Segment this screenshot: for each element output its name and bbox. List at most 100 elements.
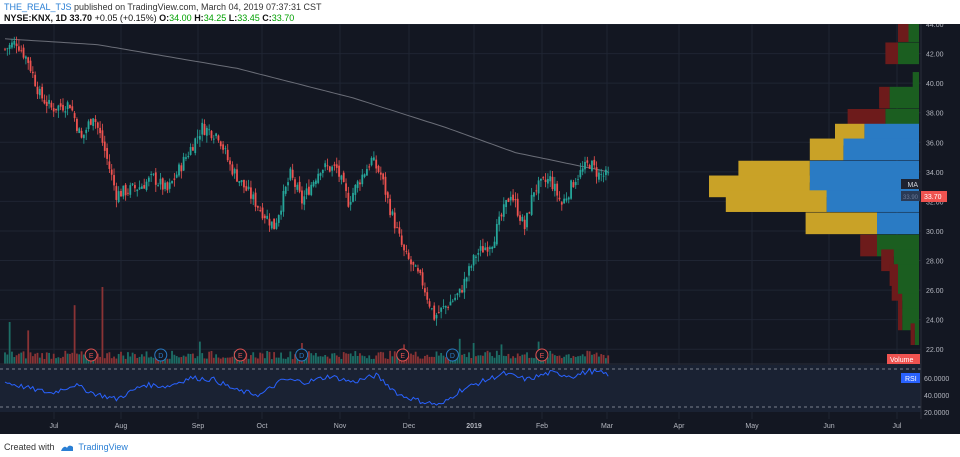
open-value: 34.00 [169,13,192,23]
earnings-marker[interactable] [396,348,410,362]
volume-bar [516,353,519,364]
time-tick-label: Jul [50,423,59,430]
candle-body [140,186,143,189]
volume-bar [607,355,610,364]
candle-body [389,198,392,216]
candle-body [593,159,596,166]
chart-header: THE_REAL_TJS published on TradingView.co… [0,0,960,24]
volume-bar [488,352,491,364]
candle-body [502,204,505,217]
volume-profile-up-bar [898,293,903,316]
volume-bar [326,356,329,364]
candle-body [342,172,345,183]
candle-body [475,256,477,258]
volume-bar [38,357,41,364]
time-tick-label: 2019 [466,423,482,430]
earnings-marker[interactable] [84,348,98,362]
volume-bar [129,356,132,364]
candle-body [382,173,385,180]
volume-bar [189,354,192,364]
candle-body [18,46,20,51]
candle-body [305,188,308,195]
symbol-name: NYSE:KNX, 1D [4,13,68,23]
rsi-tick-label: 20.0000 [924,410,949,417]
volume-bar [127,352,129,364]
candle-body [588,165,591,169]
volume-bar [41,353,44,364]
volume-bar [18,353,20,364]
candle-body [407,252,410,259]
volume-bar [96,353,99,364]
candle-body [13,40,16,45]
volume-bar [282,358,285,364]
volume-bar [182,355,185,364]
candle-body [509,196,512,201]
volume-bar [196,356,199,364]
candle-body [45,101,48,106]
volume-bar [574,356,577,364]
publish-line: THE_REAL_TJS published on TradingView.co… [4,2,322,12]
volume-bar [171,350,173,364]
volume-bar [173,354,176,364]
earnings-marker[interactable] [233,348,247,362]
volume-bar [368,355,371,364]
candle-body [85,129,88,134]
candle-body [556,183,559,196]
time-tick-label: Jun [823,423,834,430]
candle-body [203,123,206,135]
price-tick-label: 42.00 [926,52,944,59]
created-with-text: Created with [4,442,55,452]
volume-bar [570,357,572,364]
dividend-marker[interactable] [295,348,309,362]
close-label: C: [262,13,272,23]
author-link[interactable]: THE_REAL_TJS [4,2,72,12]
price-tick-label: 40.00 [926,81,944,88]
candle-body [558,197,561,200]
candle-body [523,219,526,230]
volume-profile-down-bar [898,42,919,65]
tradingview-logo-icon [61,445,74,451]
dividend-marker[interactable] [154,348,168,362]
dividend-marker[interactable] [445,348,459,362]
volume-bar [333,353,336,364]
candle-body [530,194,533,215]
volume-bar [335,355,338,364]
time-axis-labels: Jul Aug Sep Oct Nov Dec 2019 Feb Mar Apr May Jun Jul [50,423,902,430]
volume-bar [62,356,64,364]
candle-body [145,181,148,190]
volume-bar [198,341,201,364]
volume-bar [266,350,269,364]
candle-body [328,166,331,172]
candle-body [333,164,336,166]
volume-bar [73,305,76,364]
candle-body [433,305,436,320]
candle-body [533,192,535,197]
low-value: 33.45 [237,13,260,23]
volume-bar [224,357,227,364]
candle-body [505,200,508,208]
candle-body [115,186,118,200]
candle-body [428,301,431,307]
candle-body [454,297,456,300]
volume-bar [71,352,74,364]
volume-profile-up-bar [891,279,898,301]
candle-body [270,221,273,229]
event-marker-letter: E [89,353,94,360]
volume-bar [66,353,69,364]
volume-bars [4,287,610,364]
volume-bar [502,355,505,364]
candle-body [261,207,264,219]
volume-bar [124,358,127,364]
earnings-marker[interactable] [535,348,549,362]
volume-bar [430,356,433,364]
candle-body [168,182,171,189]
volume-bar [231,356,234,364]
volume-bar [366,358,368,364]
volume-bar [145,351,148,364]
price-chart[interactable]: E D E D E D E 44.00 42.00 40.00 38.00 36.00 34.00 32… [0,24,960,434]
candle-body [465,277,468,282]
candle-body [294,179,296,187]
price-axis[interactable] [921,24,960,434]
candle-body [236,169,238,182]
tradingview-link[interactable]: TradingView [78,442,128,452]
